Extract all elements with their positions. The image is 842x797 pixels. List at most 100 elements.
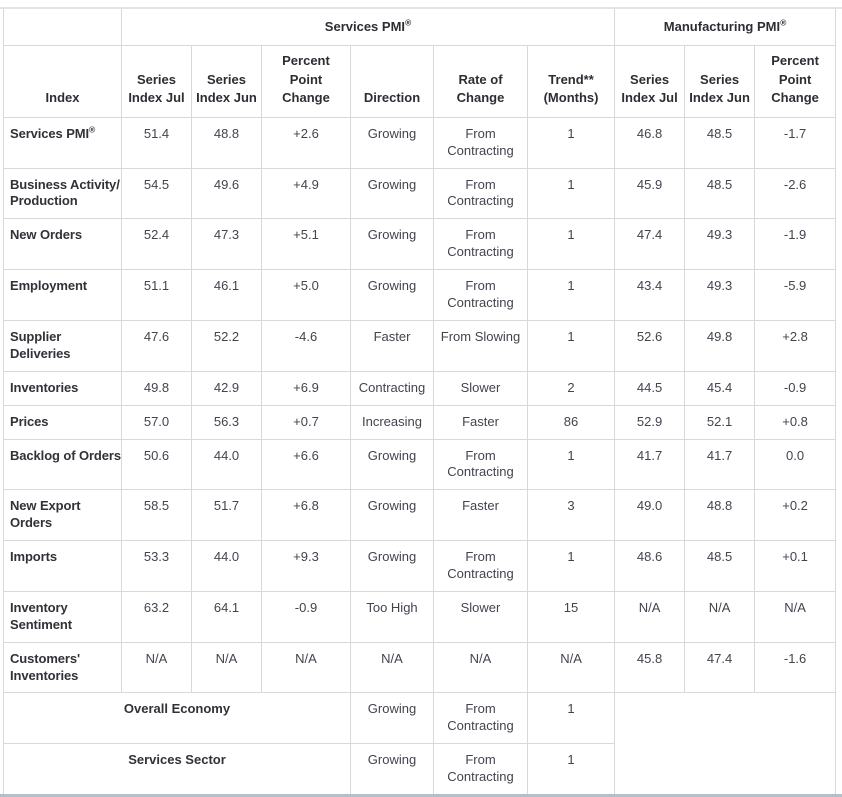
pmi-summary-table-container: Services PMI® Manufacturing PMI® Index S… bbox=[0, 7, 842, 797]
column-header-trend-months: Trend** (Months) bbox=[526, 45, 616, 118]
column-header-rate-of-change: Rate of Change bbox=[433, 45, 528, 118]
registered-mark: ® bbox=[89, 124, 96, 135]
table-cell: N/A bbox=[526, 641, 616, 694]
table-cell: Slower bbox=[433, 590, 528, 643]
row-label: Services PMI® bbox=[3, 116, 122, 169]
table-cell: 86 bbox=[526, 404, 616, 440]
table-cell: 57.0 bbox=[121, 404, 192, 440]
table-cell: Slower bbox=[433, 370, 528, 406]
row-label: Inventory Sentiment bbox=[3, 590, 122, 643]
table-row: New Export Orders 58.5 51.7 +6.8 Growing Fast… bbox=[3, 489, 837, 542]
table-cell: 51.7 bbox=[191, 489, 262, 542]
table-cell: 42.9 bbox=[191, 370, 262, 406]
table-cell: 15 bbox=[526, 590, 616, 643]
table-cell: Growing bbox=[350, 269, 434, 321]
table-cell: Growing bbox=[350, 540, 434, 592]
row-label: Business Activity/ Production bbox=[3, 167, 122, 220]
table-cell: From Contracting bbox=[433, 540, 528, 592]
table-cell: Growing bbox=[350, 743, 434, 794]
table-cell: 49.3 bbox=[684, 218, 756, 271]
table-cell: N/A bbox=[754, 590, 837, 643]
summary-label: Overall Economy bbox=[3, 692, 351, 745]
table-cell: +6.6 bbox=[261, 438, 351, 491]
table-cell: -1.7 bbox=[754, 116, 837, 169]
table-cell: N/A bbox=[684, 590, 756, 643]
table-cell: 1 bbox=[526, 116, 616, 169]
table-cell: 45.4 bbox=[684, 370, 756, 406]
table-cell: 41.7 bbox=[684, 438, 756, 491]
table-cell: -1.9 bbox=[754, 218, 837, 271]
table-cell: 58.5 bbox=[121, 489, 192, 542]
table-cell: Growing bbox=[350, 489, 434, 542]
group-header-row: Services PMI® Manufacturing PMI® bbox=[3, 9, 837, 47]
table-cell: 56.3 bbox=[191, 404, 262, 440]
table-cell: 48.8 bbox=[191, 116, 262, 169]
table-cell: 1 bbox=[526, 692, 616, 745]
manufacturing-empty-cell bbox=[614, 692, 837, 794]
table-cell: -5.9 bbox=[754, 269, 837, 321]
table-cell: N/A bbox=[191, 641, 262, 694]
table-row: Inventory Sentiment 63.2 64.1 -0.9 Too High S… bbox=[3, 590, 837, 643]
table-cell: 53.3 bbox=[121, 540, 192, 592]
table-row: Inventories 49.8 42.9 +6.9 Contracting Slower… bbox=[3, 370, 837, 406]
table-cell: N/A bbox=[261, 641, 351, 694]
column-header-index: Index bbox=[3, 45, 122, 118]
summary-label: Services Sector bbox=[3, 743, 351, 794]
table-cell: N/A bbox=[433, 641, 528, 694]
row-label: Employment bbox=[3, 269, 122, 321]
registered-mark: ® bbox=[405, 17, 412, 28]
column-header-mfg-percent-point-change: Percent Point Change bbox=[754, 45, 837, 118]
table-cell: From Contracting bbox=[433, 743, 528, 794]
table-cell: -4.6 bbox=[261, 319, 351, 372]
table-row: Employment 51.1 46.1 +5.0 Growing From Contra… bbox=[3, 269, 837, 321]
table-cell: 1 bbox=[526, 743, 616, 794]
table-cell: Too High bbox=[350, 590, 434, 643]
table-cell: 48.8 bbox=[684, 489, 756, 542]
corner-cell bbox=[3, 9, 122, 47]
column-header-direction: Direction bbox=[350, 45, 434, 118]
table-cell: Faster bbox=[433, 489, 528, 542]
table-cell: Increasing bbox=[350, 404, 434, 440]
table-cell: Growing bbox=[350, 692, 434, 745]
table-cell: 46.1 bbox=[191, 269, 262, 321]
table-cell: 48.5 bbox=[684, 116, 756, 169]
column-header-row: Index Series Index Jul Series Index Jun … bbox=[3, 45, 837, 118]
table-cell: 64.1 bbox=[191, 590, 262, 643]
table-cell: +6.9 bbox=[261, 370, 351, 406]
row-label: New Orders bbox=[3, 218, 122, 271]
column-header-series-index-jul: Series Index Jul bbox=[121, 45, 192, 118]
table-cell: 52.1 bbox=[684, 404, 756, 440]
table-cell: 44.0 bbox=[191, 438, 262, 491]
row-label: Customers' Inventories bbox=[3, 641, 122, 694]
table-cell: Faster bbox=[433, 404, 528, 440]
column-header-mfg-series-index-jul: Series Index Jul bbox=[614, 45, 686, 118]
column-header-mfg-series-index-jun: Series Index Jun bbox=[684, 45, 756, 118]
pmi-summary-table: Services PMI® Manufacturing PMI® Index S… bbox=[3, 9, 837, 794]
table-header: Services PMI® Manufacturing PMI® Index S… bbox=[3, 9, 837, 118]
table-cell: 1 bbox=[526, 319, 616, 372]
table-cell: 1 bbox=[526, 269, 616, 321]
table-cell: From Contracting bbox=[433, 692, 528, 745]
table-cell: 52.9 bbox=[614, 404, 686, 440]
table-cell: +0.2 bbox=[754, 489, 837, 542]
column-header-series-index-jun: Series Index Jun bbox=[191, 45, 262, 118]
summary-row: Services Sector Growing From Contracting 1 bbox=[3, 743, 836, 794]
table-cell: 41.7 bbox=[614, 438, 686, 491]
table-cell: 47.3 bbox=[191, 218, 262, 271]
table-cell: 1 bbox=[526, 218, 616, 271]
table-cell: +9.3 bbox=[261, 540, 351, 592]
table-cell: +2.6 bbox=[261, 116, 351, 169]
table-cell: +4.9 bbox=[261, 167, 351, 220]
table-cell: 0.0 bbox=[754, 438, 837, 491]
table-cell: +0.1 bbox=[754, 540, 837, 592]
table-cell: 47.6 bbox=[121, 319, 192, 372]
table-cell: 50.6 bbox=[121, 438, 192, 491]
table-cell: 47.4 bbox=[684, 641, 756, 694]
table-cell: Contracting bbox=[350, 370, 434, 406]
table-cell: 48.6 bbox=[614, 540, 686, 592]
table-cell: 51.1 bbox=[121, 269, 192, 321]
table-cell: 54.5 bbox=[121, 167, 192, 220]
table-cell: 49.6 bbox=[191, 167, 262, 220]
row-label: New Export Orders bbox=[3, 489, 122, 542]
table-cell: -0.9 bbox=[754, 370, 837, 406]
